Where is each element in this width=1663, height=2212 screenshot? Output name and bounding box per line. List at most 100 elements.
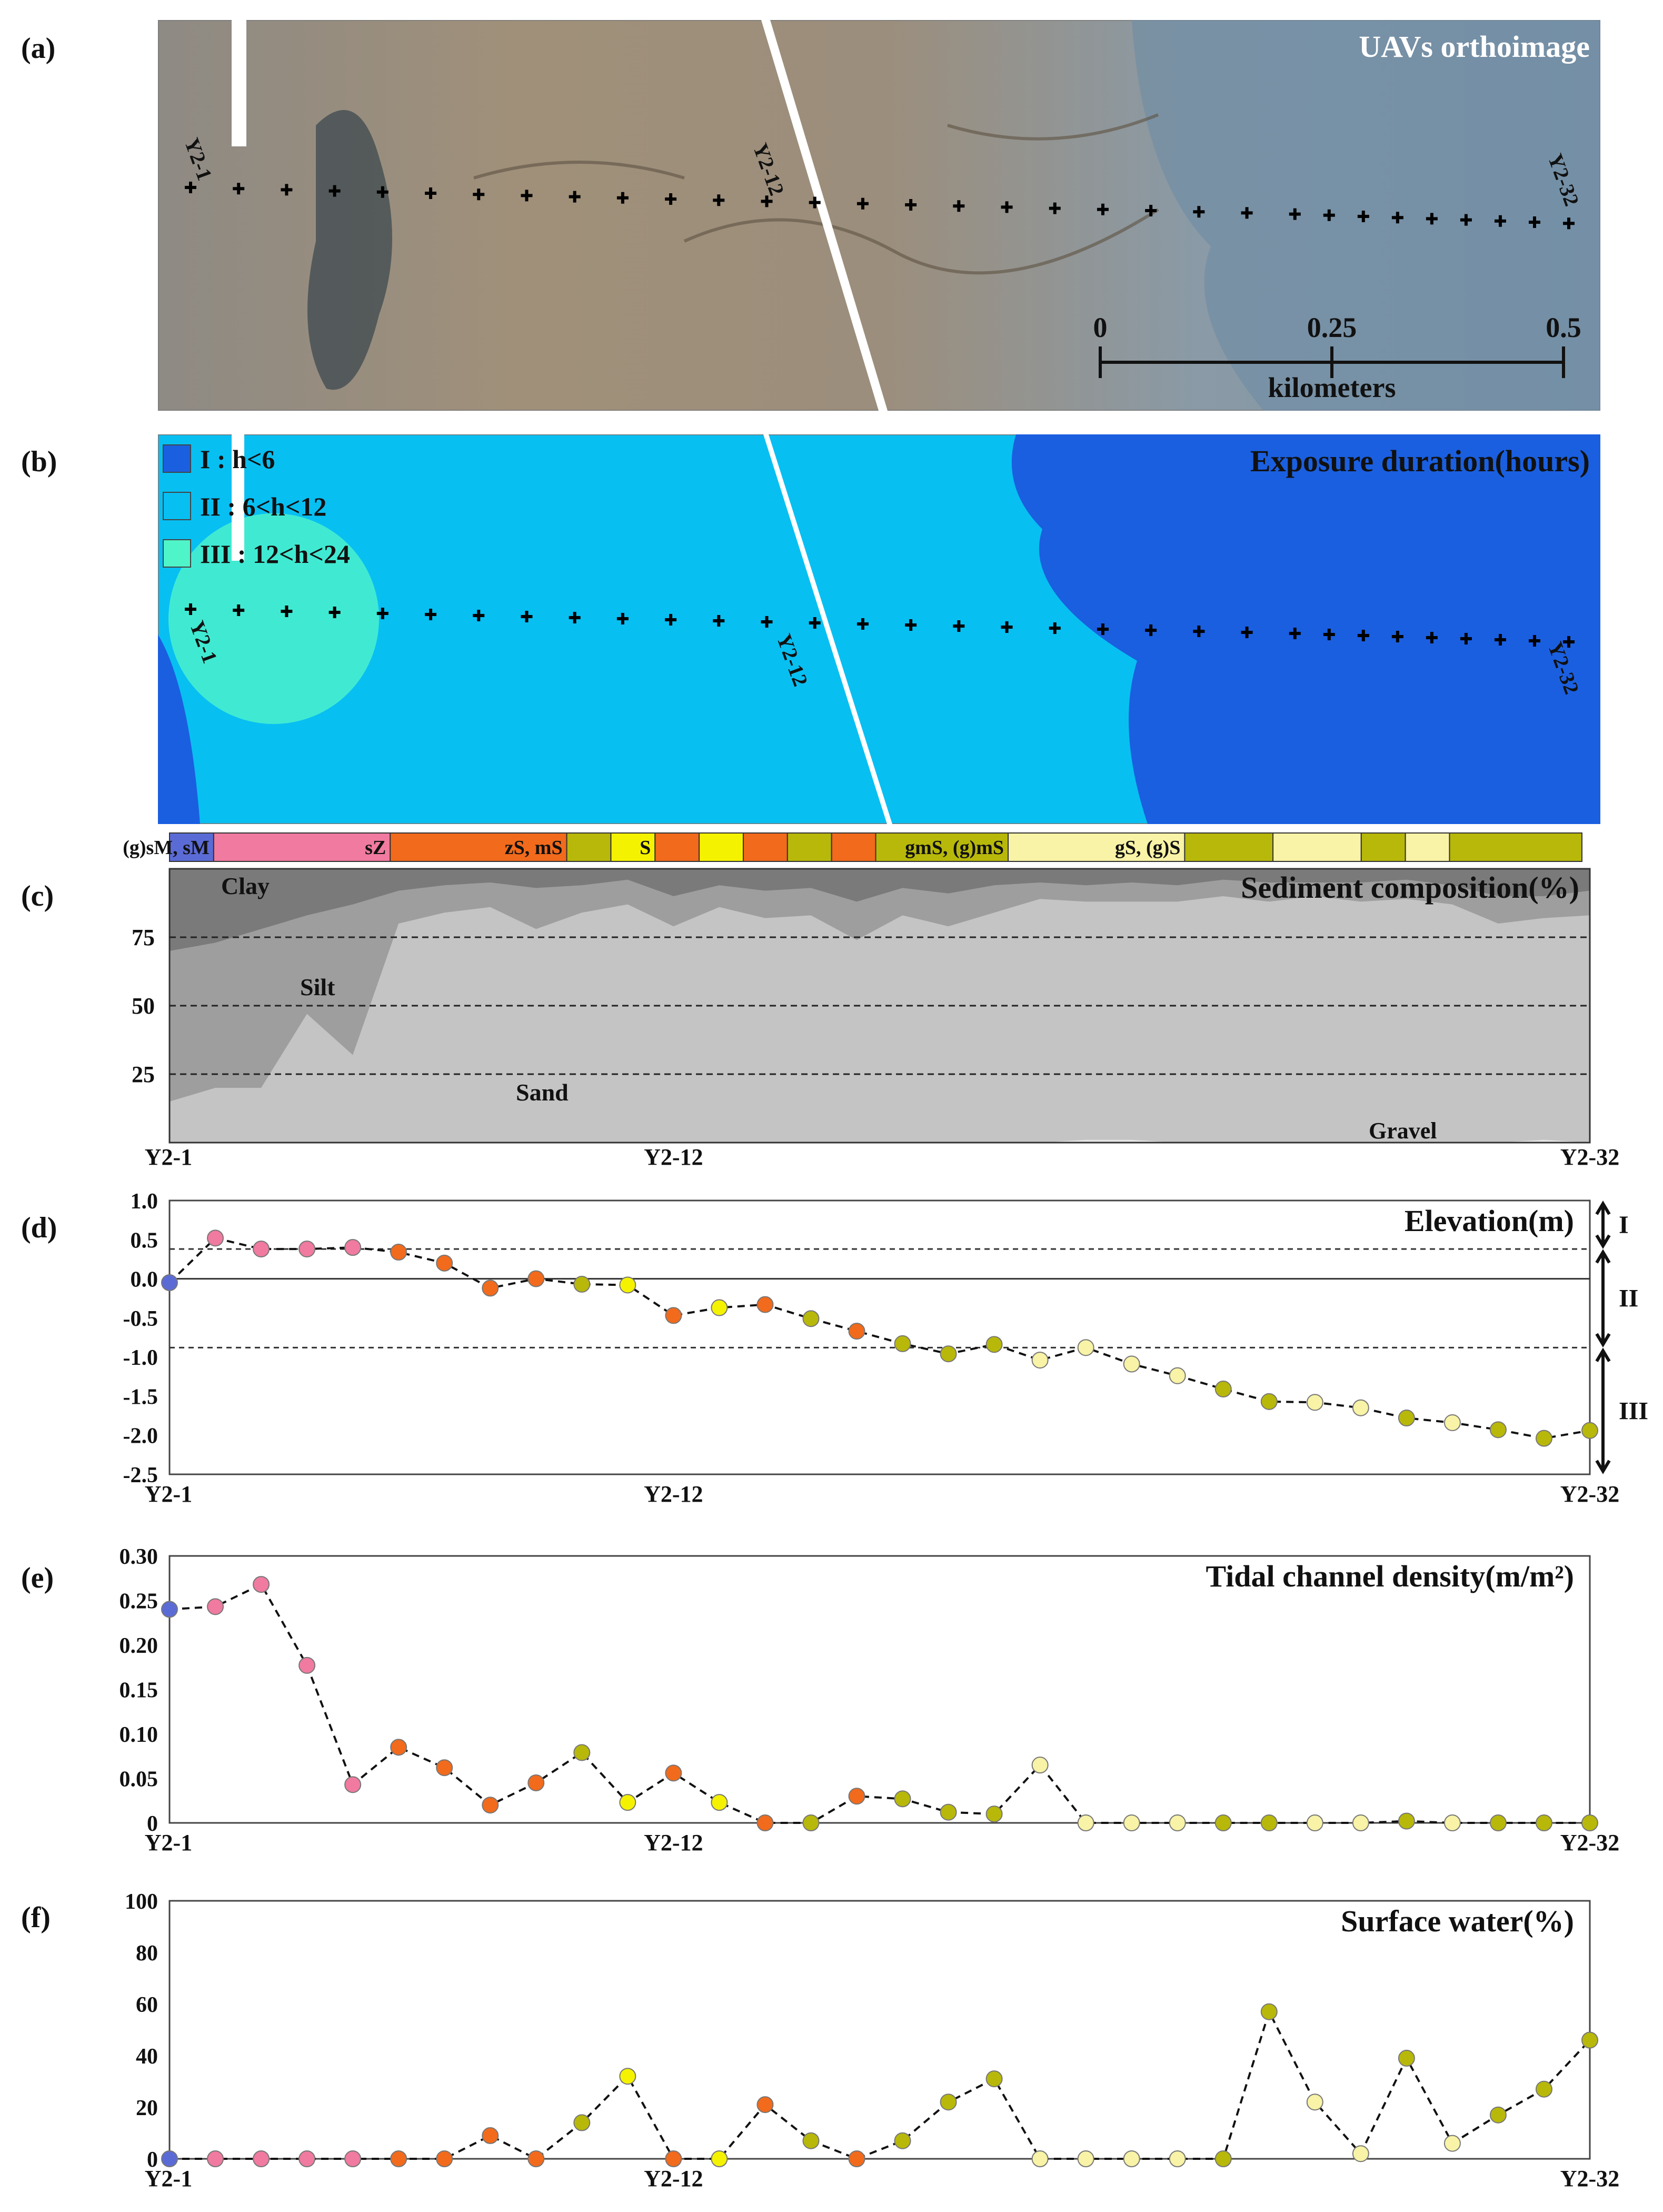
data-point [1169,1367,1186,1384]
panel-label-c: (c) [21,880,54,912]
data-point [985,1336,1003,1353]
data-point [1352,1399,1369,1416]
data-point [1031,2150,1049,2167]
survey-point-cross [185,603,196,615]
survey-point-cross [521,611,533,622]
data-point [253,1576,270,1593]
data-point [1214,2150,1232,2167]
survey-point-cross [1241,627,1253,638]
sediment-class-label: zS, mS [505,837,563,859]
sediment-class-segment [654,832,700,862]
sediment-class-segment [1008,832,1186,862]
survey-point-cross [1289,628,1301,639]
data-point [1169,2150,1186,2167]
survey-point-cross [328,607,341,618]
data-point [161,2150,178,2167]
y-tick-label: 0 [147,2148,158,2172]
data-point [1077,2150,1094,2167]
data-point [802,1814,820,1831]
survey-point-cross [616,613,629,624]
y-tick-label: 0 [147,1812,158,1836]
y-tick-label: 20 [136,2096,158,2120]
x-label-end: Y2-32 [1560,1144,1619,1169]
survey-point-cross [1391,631,1403,642]
y-tick-label: 60 [136,1993,158,2017]
data-point [253,1241,270,1258]
layer-label-sand: Sand [516,1079,569,1106]
sediment-class-segment [1449,832,1582,862]
sediment-class-segment [1184,832,1274,862]
survey-point-cross [1145,205,1157,216]
survey-point-cross [376,608,389,619]
sediment-class-segment [1272,832,1362,862]
sediment-class-segment [742,832,788,862]
legend-label: I : h<6 [200,444,275,474]
survey-point-cross [1193,206,1205,218]
x-label-start: Y2-1 [145,1144,192,1169]
data-point [1535,1430,1552,1447]
data-point [1306,2094,1323,2111]
survey-point-cross [1097,203,1109,215]
survey-point-cross [713,615,725,627]
survey-point-cross [809,617,821,629]
data-point [1535,2080,1552,2098]
x-label-end: Y2-32 [1560,2166,1619,2191]
survey-point-cross [809,196,821,209]
y-tick-label: 40 [136,2045,158,2069]
survey-point-cross [1001,201,1013,213]
survey-point-cross [473,610,485,621]
data-point [1398,1812,1415,1830]
x-label-mid: Y2-12 [644,1830,703,1856]
sediment-class-label: (g)sM, sM [123,837,210,859]
data-point [848,1323,865,1340]
dark-marsh-patch [307,110,392,390]
data-point [619,1276,636,1294]
data-point [573,1744,591,1761]
survey-point-cross [281,606,293,617]
survey-point-cross [1097,623,1109,635]
sediment-class-segment [566,832,612,862]
survey-point-cross [1049,622,1061,634]
data-point [1535,1814,1552,1831]
data-point [1443,2135,1461,2152]
zone-arrowhead [1595,1347,1611,1474]
data-point [711,2150,728,2167]
survey-point-cross [1494,634,1506,646]
data-point [1260,1393,1278,1410]
panel-b-title: Exposure duration(hours) [1250,444,1590,478]
x-label-end: Y2-32 [1560,1481,1619,1507]
survey-point-cross [1289,208,1301,220]
data-point [1443,1414,1461,1431]
survey-point-cross [616,192,629,204]
data-point [1581,1422,1598,1439]
zone-arrowhead [1595,1249,1611,1348]
data-point [298,1656,316,1674]
series-line [170,2009,1591,2160]
data-point [344,1776,362,1793]
data-point [482,1797,499,1814]
data-point [1031,1757,1049,1774]
panel-label-a: (a) [21,32,56,65]
data-point [207,2150,224,2167]
data-point [1398,2049,1415,2067]
chart-title: Surface water(%) [1341,1904,1574,1938]
scale-bar-tick-label: 0.5 [1546,312,1581,343]
sediment-class-segment [1405,832,1450,862]
data-point [756,1296,774,1313]
exposure-legend: I : h<6 II : 6<h<12 III : 12<h<24 [163,444,350,569]
data-point [298,1241,316,1258]
y-tick-label: 50 [132,993,155,1019]
data-point [1581,2031,1598,2049]
survey-point-cross [905,199,917,211]
data-point [985,1806,1003,1823]
layer-label-clay: Clay [221,872,270,899]
exposure-zone-III [168,513,379,724]
data-point [940,1803,957,1821]
survey-point-cross [1357,630,1369,641]
survey-point-cross [1426,213,1438,225]
sediment-class-segment [786,832,832,862]
survey-point-cross [953,200,965,212]
data-point [1077,1814,1094,1831]
